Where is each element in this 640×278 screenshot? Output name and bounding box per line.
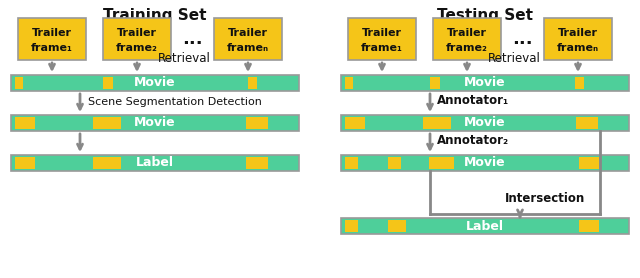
Text: Movie: Movie (464, 157, 506, 170)
Text: frameₙ: frameₙ (227, 43, 269, 53)
Text: frameₙ: frameₙ (557, 43, 599, 53)
Bar (11, 155, 299, 171)
Text: Annotator₁: Annotator₁ (437, 94, 509, 107)
Text: frame₂: frame₂ (446, 43, 488, 53)
Text: frame₁: frame₁ (361, 43, 403, 53)
Text: Testing Set: Testing Set (437, 8, 533, 23)
Text: frame₁: frame₁ (31, 43, 73, 53)
Bar (348, 18, 416, 60)
Text: frame₂: frame₂ (116, 43, 158, 53)
Bar (248, 77, 257, 89)
Bar (214, 18, 282, 60)
Bar (544, 18, 612, 60)
Bar (11, 75, 299, 91)
Bar (433, 18, 501, 60)
Text: ...: ... (182, 30, 202, 48)
Text: Trailer: Trailer (362, 28, 402, 38)
Bar (345, 220, 358, 232)
Bar (15, 77, 23, 89)
Bar (429, 157, 454, 169)
Bar (430, 77, 440, 89)
Bar (246, 157, 268, 169)
Bar (345, 157, 358, 169)
Bar (575, 77, 584, 89)
Text: Retrieval: Retrieval (488, 52, 541, 65)
Text: Scene Segmentation Detection: Scene Segmentation Detection (88, 97, 262, 107)
Text: Trailer: Trailer (447, 28, 487, 38)
Text: Trailer: Trailer (117, 28, 157, 38)
Bar (93, 117, 121, 129)
Text: Trailer: Trailer (32, 28, 72, 38)
Bar (103, 77, 113, 89)
Bar (341, 115, 629, 131)
Text: Retrieval: Retrieval (158, 52, 211, 65)
Text: Movie: Movie (464, 116, 506, 130)
Text: Movie: Movie (134, 76, 176, 90)
Bar (345, 77, 353, 89)
Bar (103, 18, 171, 60)
Bar (11, 115, 299, 131)
Text: Trailer: Trailer (228, 28, 268, 38)
Bar (579, 220, 599, 232)
Bar (388, 220, 406, 232)
Text: ...: ... (512, 30, 532, 48)
Bar (576, 117, 598, 129)
Bar (341, 75, 629, 91)
Bar (423, 117, 451, 129)
Bar (341, 218, 629, 234)
Text: Trailer: Trailer (558, 28, 598, 38)
Bar (388, 157, 401, 169)
Text: Annotator₂: Annotator₂ (437, 134, 509, 147)
Bar (345, 117, 365, 129)
Text: Training Set: Training Set (103, 8, 207, 23)
Bar (15, 117, 35, 129)
Bar (246, 117, 268, 129)
Bar (15, 157, 35, 169)
Bar (93, 157, 121, 169)
Text: Label: Label (136, 157, 174, 170)
Text: Label: Label (466, 220, 504, 232)
Bar (579, 157, 599, 169)
Bar (18, 18, 86, 60)
Text: Movie: Movie (464, 76, 506, 90)
Text: Intersection: Intersection (505, 192, 585, 205)
Text: Movie: Movie (134, 116, 176, 130)
Bar (341, 155, 629, 171)
